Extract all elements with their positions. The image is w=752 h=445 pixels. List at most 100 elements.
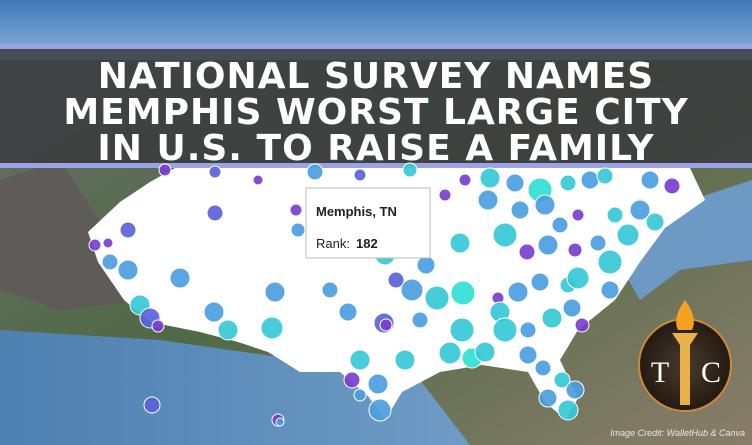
- map-dot[interactable]: [574, 317, 590, 333]
- logo-letter: C: [701, 356, 721, 389]
- map-dot[interactable]: [438, 188, 452, 202]
- map-dot[interactable]: [589, 234, 607, 252]
- map-dot[interactable]: [492, 317, 518, 343]
- image-credit: Image Credit: WalletHub & Canva: [610, 428, 745, 438]
- logo-letter: T: [651, 356, 669, 389]
- stripe-top: [0, 44, 752, 49]
- map-dot[interactable]: [143, 396, 161, 414]
- map-dot[interactable]: [600, 280, 620, 300]
- map-dot[interactable]: [553, 371, 571, 389]
- map-dot[interactable]: [518, 345, 538, 365]
- map-dot[interactable]: [616, 223, 640, 247]
- map-dot[interactable]: [492, 222, 518, 248]
- map-dot[interactable]: [597, 249, 623, 275]
- map-dot[interactable]: [450, 280, 476, 306]
- tooltip-rank: 182: [356, 236, 378, 251]
- map-dot[interactable]: [353, 168, 367, 182]
- map-dot[interactable]: [449, 232, 471, 254]
- map-dot[interactable]: [559, 174, 577, 192]
- map-dot[interactable]: [519, 321, 537, 339]
- us-map: [88, 168, 705, 420]
- map-dot[interactable]: [117, 259, 139, 281]
- map-dot[interactable]: [349, 349, 371, 371]
- map-dot[interactable]: [557, 399, 579, 421]
- map-dot[interactable]: [479, 167, 501, 189]
- stripe-bottom: [0, 163, 752, 168]
- map-dot[interactable]: [275, 417, 285, 427]
- map-dot[interactable]: [206, 204, 224, 222]
- map-dot[interactable]: [438, 341, 462, 365]
- map-dot[interactable]: [541, 307, 563, 329]
- river-east: [600, 180, 752, 300]
- map-dot[interactable]: [534, 194, 556, 216]
- map-dot[interactable]: [629, 199, 651, 221]
- map-dot[interactable]: [645, 212, 665, 232]
- map-dot[interactable]: [217, 319, 239, 341]
- map-dot[interactable]: [102, 237, 114, 249]
- map-dot[interactable]: [606, 206, 624, 224]
- map-dot[interactable]: [518, 243, 536, 261]
- map-dot[interactable]: [538, 388, 558, 408]
- tooltip-city: Memphis, TN: [316, 204, 397, 219]
- map-dot[interactable]: [368, 398, 392, 422]
- map-dot[interactable]: [510, 200, 530, 220]
- headline-banner: [0, 49, 752, 163]
- map-dot[interactable]: [571, 208, 585, 222]
- logo-flame: [676, 300, 694, 330]
- map-dot[interactable]: [565, 380, 585, 400]
- map-dot[interactable]: [306, 163, 324, 181]
- map-dot[interactable]: [580, 170, 600, 190]
- map-dot[interactable]: [387, 271, 405, 289]
- map-dot[interactable]: [367, 373, 389, 395]
- map-dot[interactable]: [663, 177, 681, 195]
- map-dot[interactable]: [289, 203, 303, 217]
- map-dot[interactable]: [203, 301, 225, 323]
- map-dot[interactable]: [507, 281, 529, 303]
- map-dot[interactable]: [551, 216, 569, 234]
- headline-line: IN U.S. TO RAISE A FAMILY: [97, 128, 654, 169]
- map-dot[interactable]: [321, 281, 339, 299]
- map-dot[interactable]: [88, 238, 102, 252]
- map-dot[interactable]: [474, 341, 496, 363]
- headline-line: NATIONAL SURVEY NAMES: [98, 56, 654, 97]
- map-dot[interactable]: [379, 318, 393, 332]
- map-dot[interactable]: [402, 162, 418, 178]
- map-dot[interactable]: [458, 173, 472, 187]
- headline-line: MEMPHIS WORST LARGE CITY: [63, 92, 688, 133]
- map-dot[interactable]: [208, 165, 222, 179]
- map-dot[interactable]: [101, 253, 119, 271]
- map-dot[interactable]: [260, 316, 284, 340]
- map-dot[interactable]: [411, 311, 429, 329]
- map-dot[interactable]: [353, 388, 367, 402]
- map-dot[interactable]: [567, 242, 583, 258]
- map-dot[interactable]: [151, 319, 165, 333]
- logo-torch: [672, 333, 698, 405]
- map-dot[interactable]: [505, 173, 525, 193]
- map-dot[interactable]: [640, 170, 660, 190]
- map-dot[interactable]: [537, 234, 559, 256]
- river: [0, 330, 470, 445]
- map-dot[interactable]: [394, 349, 416, 371]
- map-dot[interactable]: [169, 267, 191, 289]
- map-dot[interactable]: [424, 285, 450, 311]
- map-dot[interactable]: [449, 317, 475, 343]
- map-dot[interactable]: [416, 255, 436, 275]
- map-dot[interactable]: [158, 163, 172, 177]
- map-dot[interactable]: [338, 302, 358, 322]
- map-dot[interactable]: [252, 174, 264, 186]
- map-dot[interactable]: [596, 167, 614, 185]
- map-dot[interactable]: [400, 278, 424, 302]
- tooltip-box: [305, 187, 431, 259]
- map-dot[interactable]: [343, 371, 361, 389]
- map-dot[interactable]: [477, 189, 499, 211]
- map-dot[interactable]: [566, 266, 590, 290]
- map-dot[interactable]: [562, 298, 582, 318]
- dot-layer: [88, 162, 681, 427]
- map-dot[interactable]: [290, 222, 306, 238]
- map-dot[interactable]: [534, 359, 552, 377]
- map-dot[interactable]: [530, 272, 550, 292]
- map-dot[interactable]: [264, 281, 286, 303]
- map-dot[interactable]: [119, 221, 137, 239]
- tooltip-rank-label: Rank:: [316, 236, 350, 251]
